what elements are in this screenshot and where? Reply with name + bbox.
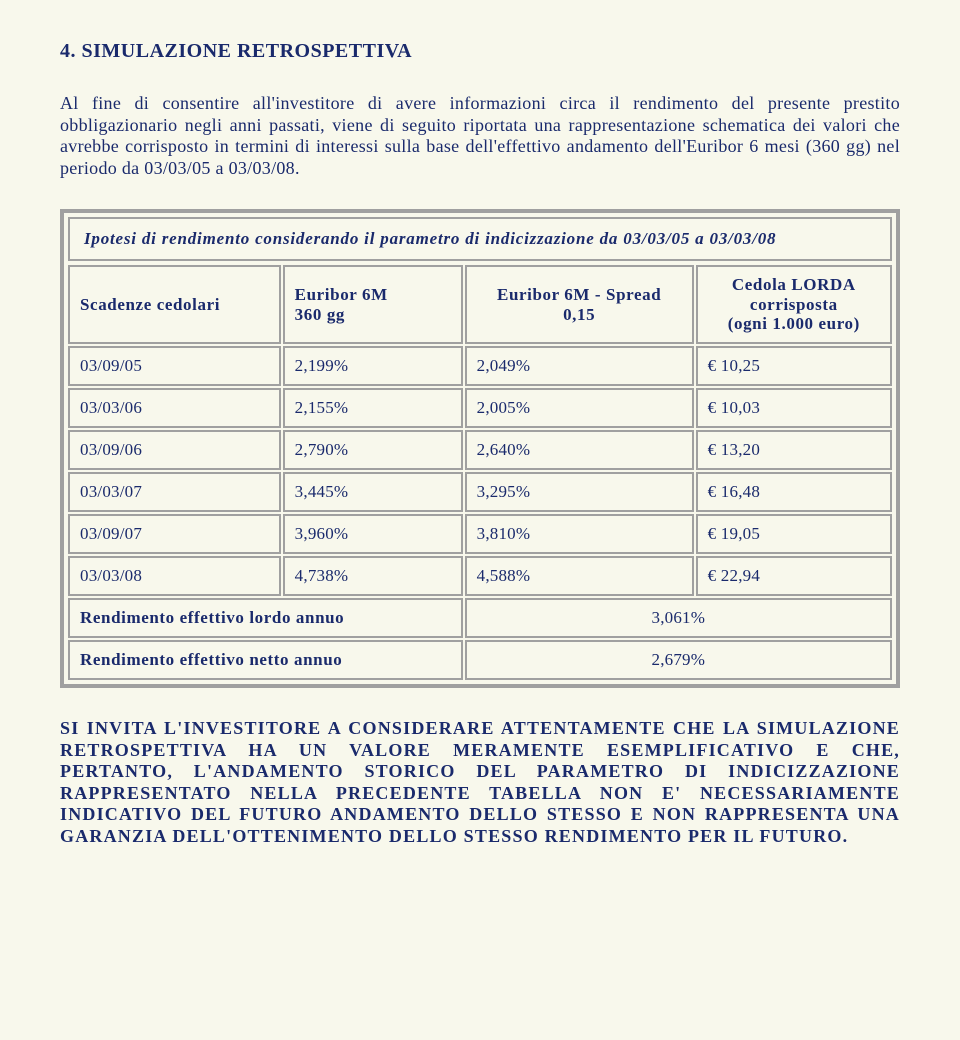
summary-row-netto: Rendimento effettivo netto annuo 2,679% bbox=[68, 640, 892, 680]
cell-spread: 2,640% bbox=[465, 430, 694, 470]
summary-label: Rendimento effettivo lordo annuo bbox=[68, 598, 463, 638]
cell-cedola: € 13,20 bbox=[696, 430, 892, 470]
col-cedola-l1: Cedola LORDA bbox=[732, 275, 856, 294]
col-spread-l2: 0,15 bbox=[563, 305, 595, 324]
table-caption: Ipotesi di rendimento considerando il pa… bbox=[68, 217, 892, 261]
summary-value: 3,061% bbox=[465, 598, 892, 638]
table-row: 03/03/08 4,738% 4,588% € 22,94 bbox=[68, 556, 892, 596]
cell-date: 03/03/08 bbox=[68, 556, 281, 596]
yield-table: Scadenze cedolari Euribor 6M 360 gg Euri… bbox=[66, 263, 894, 682]
cell-spread: 3,295% bbox=[465, 472, 694, 512]
col-scadenze: Scadenze cedolari bbox=[68, 265, 281, 344]
table-row: 03/03/06 2,155% 2,005% € 10,03 bbox=[68, 388, 892, 428]
table-row: 03/03/07 3,445% 3,295% € 16,48 bbox=[68, 472, 892, 512]
cell-eur: 4,738% bbox=[283, 556, 463, 596]
cell-date: 03/09/06 bbox=[68, 430, 281, 470]
cell-cedola: € 16,48 bbox=[696, 472, 892, 512]
col-spread-l1: Euribor 6M - Spread bbox=[497, 285, 661, 304]
cell-spread: 2,005% bbox=[465, 388, 694, 428]
cell-eur: 3,960% bbox=[283, 514, 463, 554]
summary-label: Rendimento effettivo netto annuo bbox=[68, 640, 463, 680]
intro-paragraph: Al fine di consentire all'investitore di… bbox=[60, 93, 900, 179]
cell-cedola: € 10,25 bbox=[696, 346, 892, 386]
cell-cedola: € 19,05 bbox=[696, 514, 892, 554]
cell-spread: 4,588% bbox=[465, 556, 694, 596]
closing-paragraph: SI INVITA L'INVESTITORE A CONSIDERARE AT… bbox=[60, 718, 900, 848]
col-cedola: Cedola LORDA corrisposta (ogni 1.000 eur… bbox=[696, 265, 892, 344]
cell-date: 03/03/06 bbox=[68, 388, 281, 428]
table-row: 03/09/06 2,790% 2,640% € 13,20 bbox=[68, 430, 892, 470]
cell-eur: 2,790% bbox=[283, 430, 463, 470]
col-euribor-l1: Euribor 6M bbox=[295, 285, 388, 304]
col-euribor-l2: 360 gg bbox=[295, 305, 345, 324]
cell-cedola: € 22,94 bbox=[696, 556, 892, 596]
cell-date: 03/09/07 bbox=[68, 514, 281, 554]
col-euribor: Euribor 6M 360 gg bbox=[283, 265, 463, 344]
cell-spread: 2,049% bbox=[465, 346, 694, 386]
cell-date: 03/09/05 bbox=[68, 346, 281, 386]
cell-date: 03/03/07 bbox=[68, 472, 281, 512]
cell-spread: 3,810% bbox=[465, 514, 694, 554]
cell-cedola: € 10,03 bbox=[696, 388, 892, 428]
section-heading: 4. SIMULAZIONE RETROSPETTIVA bbox=[60, 40, 900, 63]
col-cedola-l2: corrisposta bbox=[750, 295, 838, 314]
col-spread: Euribor 6M - Spread 0,15 bbox=[465, 265, 694, 344]
table-row: 03/09/07 3,960% 3,810% € 19,05 bbox=[68, 514, 892, 554]
cell-eur: 3,445% bbox=[283, 472, 463, 512]
summary-row-lordo: Rendimento effettivo lordo annuo 3,061% bbox=[68, 598, 892, 638]
table-row: 03/09/05 2,199% 2,049% € 10,25 bbox=[68, 346, 892, 386]
cell-eur: 2,155% bbox=[283, 388, 463, 428]
summary-value: 2,679% bbox=[465, 640, 892, 680]
yield-table-box: Ipotesi di rendimento considerando il pa… bbox=[60, 209, 900, 688]
cell-eur: 2,199% bbox=[283, 346, 463, 386]
col-cedola-l3: (ogni 1.000 euro) bbox=[728, 314, 860, 333]
table-header-row: Scadenze cedolari Euribor 6M 360 gg Euri… bbox=[68, 265, 892, 344]
